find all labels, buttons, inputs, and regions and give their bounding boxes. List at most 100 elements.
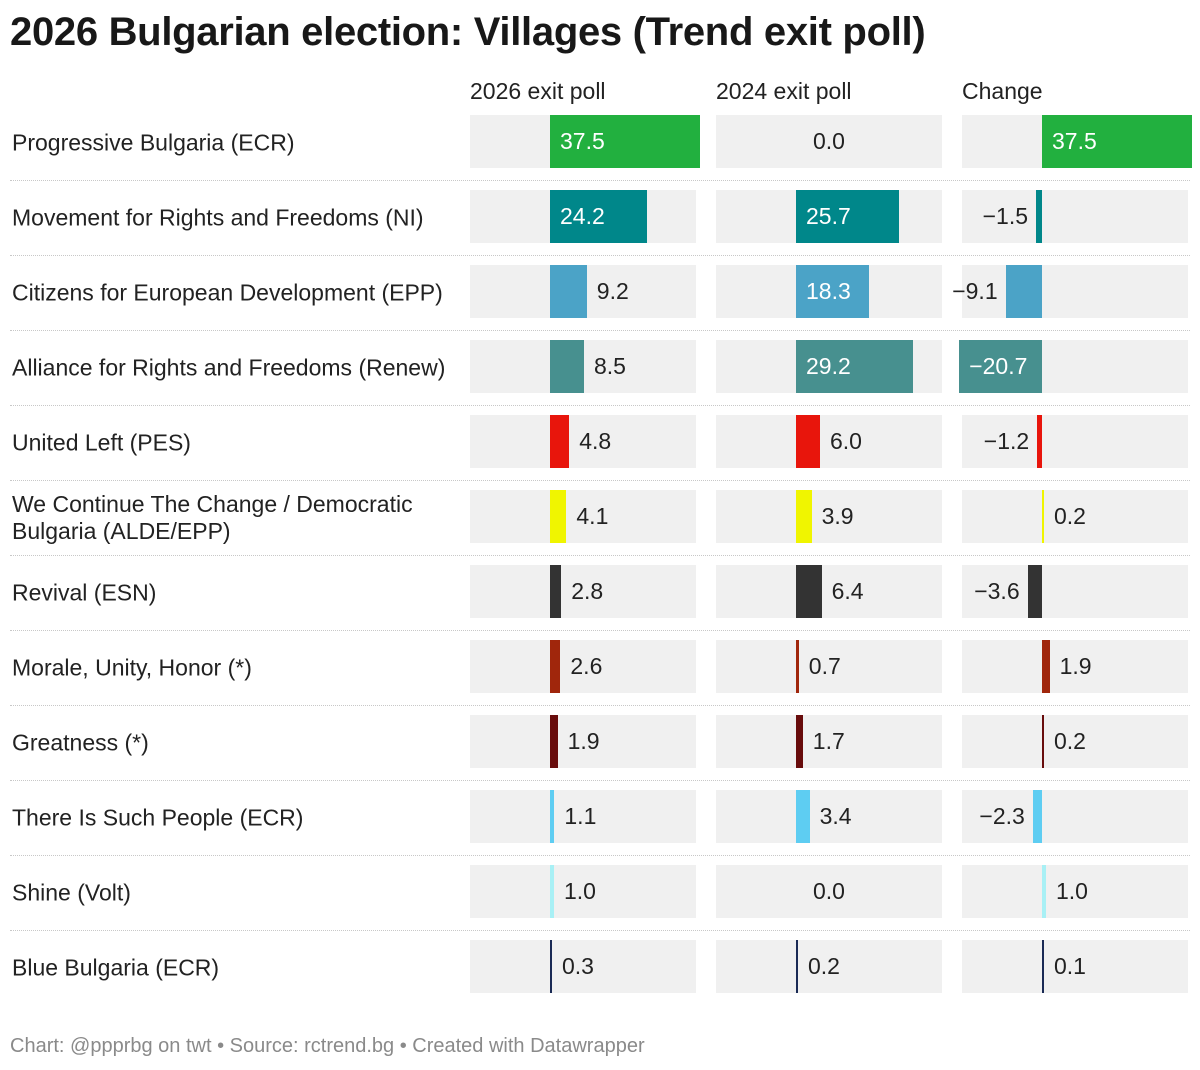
data-label: 0.2 <box>808 953 840 979</box>
value-cell: 4.8 <box>470 415 696 468</box>
party-label: Revival (ESN) <box>12 579 157 605</box>
table-row: We Continue The Change / Democratic Bulg… <box>10 480 1190 556</box>
value-cell: 25.7 <box>716 190 942 243</box>
data-label: 6.4 <box>831 578 864 604</box>
table-row: United Left (PES) 4.8 6.0 −1.2 <box>10 405 1190 481</box>
data-label: 1.9 <box>567 728 600 754</box>
data-label: 3.9 <box>821 503 854 529</box>
data-label: 1.9 <box>1059 653 1092 679</box>
data-label: 3.4 <box>819 803 852 829</box>
data-bar <box>550 565 562 618</box>
data-bar <box>550 790 555 843</box>
data-bar <box>959 340 1042 393</box>
data-label: 24.2 <box>560 203 605 229</box>
data-label: 9.2 <box>596 278 629 304</box>
table-row: There Is Such People (ECR) 1.1 3.4 −2.3 <box>10 780 1190 856</box>
value-cell: 3.9 <box>716 490 942 543</box>
data-label: 0.2 <box>1054 728 1086 754</box>
data-label: 0.1 <box>1054 953 1086 979</box>
value-cell: −1.2 <box>962 415 1188 468</box>
value-cell: −2.3 <box>962 790 1188 843</box>
data-label: 4.8 <box>579 428 612 454</box>
data-label: 8.5 <box>594 353 626 379</box>
column-header-2026: 2026 exit poll <box>470 78 606 104</box>
data-label: 1.1 <box>564 803 597 829</box>
data-label: 25.7 <box>806 203 851 229</box>
data-bar <box>1005 265 1042 318</box>
value-cell: 29.2 <box>716 340 942 393</box>
data-bar <box>550 490 567 543</box>
data-bar <box>1037 415 1042 468</box>
value-cell: 24.2 <box>470 190 696 243</box>
data-label: −20.7 <box>969 353 1028 379</box>
data-label: −2.3 <box>979 803 1025 829</box>
data-label: 2.6 <box>570 653 603 679</box>
table-row: Movement for Rights and Freedoms (NI) 24.… <box>10 180 1190 256</box>
data-label: 0.7 <box>808 653 841 679</box>
value-cell: −1.5 <box>962 190 1188 243</box>
chart-footer: Chart: @ppprbg on twt • Source: rctrend.… <box>10 1035 645 1057</box>
value-cell: 1.7 <box>716 715 942 768</box>
column-header-change: Change <box>962 78 1043 104</box>
data-label: 1.7 <box>812 728 845 754</box>
value-cell: 37.5 <box>470 115 700 168</box>
value-cell: 0.3 <box>470 940 696 993</box>
party-label: There Is Such People (ECR) <box>12 804 304 830</box>
value-cell: 6.4 <box>716 565 942 618</box>
data-bar <box>550 940 552 993</box>
data-bar <box>550 715 558 768</box>
value-cell: 0.0 <box>716 865 942 918</box>
data-bar <box>796 415 820 468</box>
data-bar <box>1042 640 1050 693</box>
data-label: 29.2 <box>806 353 851 379</box>
data-bar <box>550 265 587 318</box>
data-label: 1.0 <box>564 878 596 904</box>
data-bar <box>1027 565 1042 618</box>
data-label: 0.0 <box>813 128 845 154</box>
data-bar <box>796 565 822 618</box>
table-row: Citizens for European Development (EPP) 9… <box>10 255 1190 331</box>
data-bar <box>550 340 584 393</box>
value-cell: 8.5 <box>470 340 696 393</box>
data-bar <box>1036 190 1042 243</box>
data-bar <box>796 340 913 393</box>
value-cell: 0.2 <box>716 940 942 993</box>
data-label: 4.1 <box>576 503 609 529</box>
data-label: 6.0 <box>830 428 862 454</box>
table-row: Revival (ESN) 2.8 6.4 −3.6 <box>10 555 1190 631</box>
data-bar <box>796 715 803 768</box>
column-header-2024: 2024 exit poll <box>716 78 852 104</box>
data-bar <box>550 190 647 243</box>
data-label: −1.2 <box>983 428 1030 454</box>
value-cell: 37.5 <box>962 115 1192 168</box>
data-label: 1.0 <box>1056 878 1088 904</box>
party-label: Morale, Unity, Honor (*) <box>12 654 252 680</box>
data-bar <box>796 490 812 543</box>
data-bar <box>1042 715 1044 768</box>
data-bar <box>796 940 798 993</box>
data-label: 37.5 <box>560 128 605 154</box>
data-bar <box>1042 490 1044 543</box>
data-bar <box>796 190 899 243</box>
table-row: Morale, Unity, Honor (*) 2.6 0.7 1.9 <box>10 630 1190 706</box>
party-label: United Left (PES) <box>12 429 191 455</box>
party-label: Alliance for Rights and Freedoms (Renew) <box>12 354 446 380</box>
data-bar <box>1042 865 1046 918</box>
data-label: 0.2 <box>1054 503 1086 529</box>
data-label: −9.1 <box>952 278 998 304</box>
value-cell: 0.2 <box>962 490 1188 543</box>
value-cell: 3.4 <box>716 790 942 843</box>
party-label: Movement for Rights and Freedoms (NI) <box>12 204 424 230</box>
value-cell: 1.0 <box>470 865 696 918</box>
data-bar <box>550 640 561 693</box>
data-bar <box>550 115 700 168</box>
value-cell: 4.1 <box>470 490 696 543</box>
value-cell: −9.1 <box>952 265 1188 318</box>
table-row: Greatness (*) 1.9 1.7 0.2 <box>10 705 1190 781</box>
value-cell: 6.0 <box>716 415 942 468</box>
data-bar <box>550 415 570 468</box>
data-bar <box>796 265 870 318</box>
value-cell: 18.3 <box>716 265 942 318</box>
value-cell: 0.2 <box>962 715 1188 768</box>
data-label: 2.8 <box>571 578 604 604</box>
